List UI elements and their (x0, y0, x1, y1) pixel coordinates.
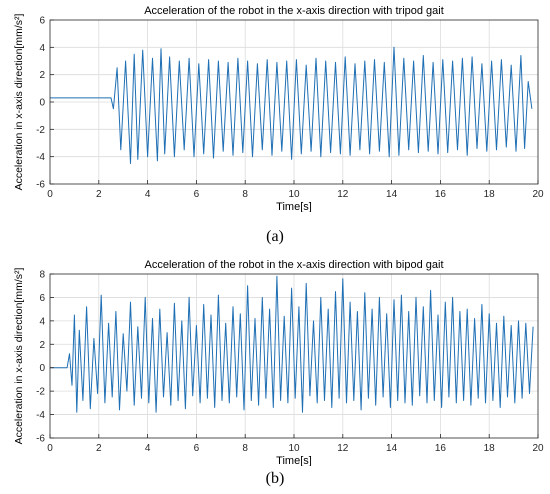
tripod-x-tick-label-0: 0 (47, 189, 53, 200)
bipod-series-line (50, 275, 534, 413)
bipod-x-tick-label-2: 4 (145, 443, 151, 454)
tripod-y-tick-label-5: 4 (39, 43, 45, 54)
bipod-y-axis-label: Acceleration in x-axis direction[mm/s²] (13, 268, 25, 445)
bipod-x-tick-label-9: 18 (484, 443, 496, 454)
bipod-y-tick-label-4: 2 (39, 340, 45, 351)
tripod-x-tick-label-7: 14 (386, 189, 398, 200)
chart-tripod-gait: 0 2 4 6 8 10 12 14 16 18 20 -6 -4 -2 0 2 4 6 Acceleration … (13, 5, 544, 212)
bipod-y-tick-label-7: 8 (39, 270, 45, 281)
tripod-y-tick-label-3: 0 (39, 98, 45, 109)
bipod-y-tick-label-5: 4 (39, 316, 45, 327)
tripod-x-tick-label-8: 16 (435, 189, 447, 200)
tripod-x-tick-label-4: 8 (242, 189, 248, 200)
caption-b: (b) (0, 470, 550, 488)
tripod-y-tick-label-0: -6 (36, 180, 45, 191)
bipod-y-tick-label-6: 6 (39, 293, 45, 304)
tripod-x-tick-label-9: 18 (484, 189, 496, 200)
tripod-x-tick-label-3: 6 (194, 189, 200, 200)
bipod-y-tick-label-1: -4 (36, 410, 45, 421)
bipod-x-tick-label-8: 16 (435, 443, 447, 454)
bipod-x-tick-label-4: 8 (242, 443, 248, 454)
bipod-x-tick-label-7: 14 (386, 443, 398, 454)
tripod-x-tick-label-6: 12 (337, 189, 349, 200)
bipod-x-tick-label-3: 6 (194, 443, 200, 454)
tripod-y-tick-label-1: -4 (36, 152, 45, 163)
bipod-x-tick-label-0: 0 (47, 443, 53, 454)
tripod-x-tick-label-2: 4 (145, 189, 151, 200)
caption-a-text: (a) (266, 228, 284, 245)
tripod-x-tick-label-5: 10 (288, 189, 300, 200)
tripod-y-tick-label-2: -2 (36, 125, 45, 136)
bipod-x-tick-label-6: 12 (337, 443, 349, 454)
chart-bipod-gait: 0 2 4 6 8 10 12 14 16 18 20 -6 -4 -2 0 2 4 6 8 Acceleration… (13, 259, 544, 466)
tripod-series-line (50, 46, 533, 164)
bipod-x-axis-label: Time[s] (276, 455, 312, 466)
tripod-x-axis-label: Time[s] (276, 201, 312, 212)
tripod-x-tick-label-10: 20 (532, 189, 544, 200)
tripod-y-tick-label-6: 6 (39, 16, 45, 27)
caption-a: (a) (0, 228, 550, 246)
tripod-y-axis-label: Acceleration in x-axis direction[mm/s²] (13, 14, 25, 191)
bipod-x-tick-label-5: 10 (288, 443, 300, 454)
tripod-chart-title: Acceleration of the robot in the x-axis … (144, 5, 444, 17)
bipod-chart-title: Acceleration of the robot in the x-axis … (145, 259, 444, 271)
caption-b-text: (b) (265, 470, 285, 487)
tripod-x-tick-label-1: 2 (96, 189, 102, 200)
bipod-x-tick-label-10: 20 (532, 443, 544, 454)
tripod-y-tick-label-4: 2 (39, 70, 45, 81)
bipod-x-tick-label-1: 2 (96, 443, 102, 454)
bipod-y-tick-label-2: -2 (36, 387, 45, 398)
bipod-y-tick-label-3: 0 (39, 363, 45, 374)
bipod-y-tick-label-0: -6 (36, 434, 45, 445)
